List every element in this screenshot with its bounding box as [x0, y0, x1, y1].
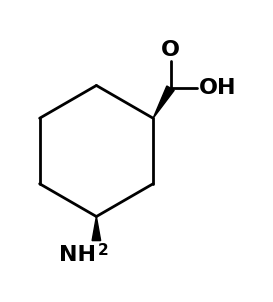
Text: OH: OH	[198, 78, 236, 98]
Text: O: O	[161, 40, 180, 60]
Text: NH: NH	[60, 245, 96, 265]
Polygon shape	[92, 217, 101, 241]
Polygon shape	[153, 86, 174, 118]
Text: 2: 2	[98, 243, 108, 258]
